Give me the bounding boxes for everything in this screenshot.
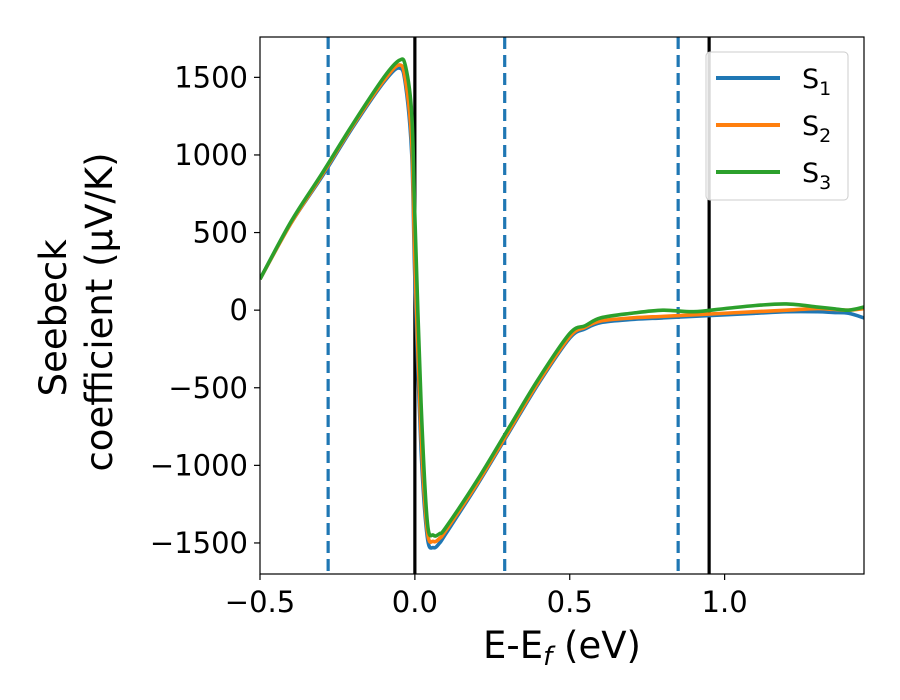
x-tick-label: 0.0 bbox=[392, 585, 438, 619]
y-ticks: 1500 1000 500 0 −500 −1000 −1500 bbox=[150, 60, 260, 560]
x-tick-label: −0.5 bbox=[225, 585, 295, 619]
x-tick-label: 0.5 bbox=[547, 585, 593, 619]
reference-lines bbox=[326, 37, 711, 574]
x-ticks: −0.5 0.0 0.5 1.0 bbox=[225, 574, 748, 619]
y-tick-label: 0 bbox=[230, 293, 248, 327]
y-tick-label: 500 bbox=[193, 216, 248, 250]
y-tick-label: −1000 bbox=[150, 448, 248, 482]
legend-label-s2: S2 bbox=[802, 111, 831, 147]
legend: S1 S2 S3 bbox=[705, 51, 849, 201]
plot-frame bbox=[259, 36, 865, 575]
y-tick-label: 1000 bbox=[174, 138, 248, 172]
y-tick-label: 1500 bbox=[174, 60, 248, 94]
y-tick-label: −1500 bbox=[150, 526, 248, 560]
x-tick-label: 1.0 bbox=[702, 585, 748, 619]
x-axis-label-tail: (eV) bbox=[552, 624, 641, 667]
y-axis-label: Seebeck coefficient (μV/K) bbox=[32, 152, 121, 471]
series-group bbox=[260, 57, 864, 550]
legend-label-s1: S1 bbox=[802, 64, 831, 100]
y-axis-label-line2: coefficient (μV/K) bbox=[78, 152, 121, 471]
x-axis-label-main: E-E bbox=[483, 624, 543, 667]
y-axis-label-line1: Seebeck bbox=[32, 239, 75, 397]
legend-label-s3: S3 bbox=[802, 158, 831, 194]
series-line-s3 bbox=[260, 57, 864, 538]
x-axis-label: E-Ef (eV) bbox=[483, 624, 641, 672]
y-tick-label: −500 bbox=[168, 371, 248, 405]
